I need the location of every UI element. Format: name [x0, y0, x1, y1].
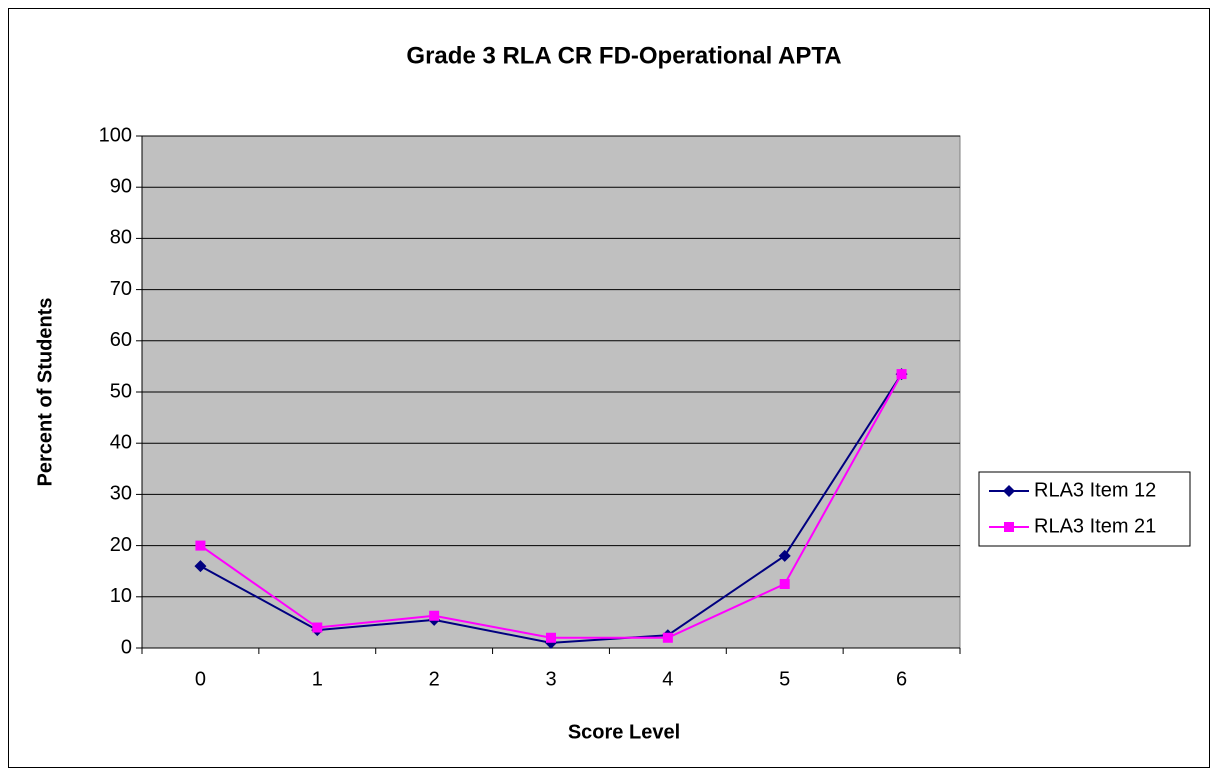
- y-tick-label: 60: [110, 329, 132, 351]
- y-tick-label: 50: [110, 380, 132, 402]
- marker: [778, 549, 791, 562]
- marker: [194, 560, 207, 573]
- legend-label: RLA3 Item 12: [1034, 479, 1156, 501]
- y-tick-label: 0: [121, 636, 132, 658]
- y-tick-label: 80: [110, 227, 132, 249]
- marker: [312, 622, 323, 633]
- marker: [779, 579, 790, 589]
- x-tick-label: 0: [195, 668, 206, 690]
- legend-label: RLA3 Item 21: [1034, 515, 1156, 537]
- marker: [896, 369, 907, 380]
- x-tick-label: 3: [545, 668, 556, 690]
- legend-box: [978, 471, 1191, 547]
- y-tick-label: 40: [110, 431, 132, 453]
- y-tick-label: 30: [110, 483, 132, 505]
- marker: [546, 632, 556, 643]
- marker: [429, 610, 440, 621]
- y-axis-label: Percent of Students: [34, 298, 56, 487]
- y-tick-label: 20: [110, 534, 132, 556]
- x-tick-label: 2: [429, 668, 440, 690]
- marker: [1003, 485, 1015, 497]
- marker: [1004, 522, 1014, 532]
- series: [195, 369, 907, 643]
- y-tick-label: 90: [110, 175, 132, 197]
- y-tick-label: 10: [110, 585, 132, 607]
- chart-title: Grade 3 RLA CR FD-Operational APTA: [406, 42, 841, 69]
- y-tick-label: 70: [110, 278, 132, 300]
- x-axis-label: Score Level: [568, 721, 680, 743]
- marker: [662, 632, 673, 643]
- x-tick-label: 4: [662, 668, 673, 690]
- marker: [195, 540, 206, 551]
- y-tick-label: 100: [99, 124, 132, 146]
- x-tick-label: 6: [896, 668, 907, 690]
- x-tick-label: 1: [312, 668, 323, 690]
- x-tick-label: 5: [779, 668, 790, 690]
